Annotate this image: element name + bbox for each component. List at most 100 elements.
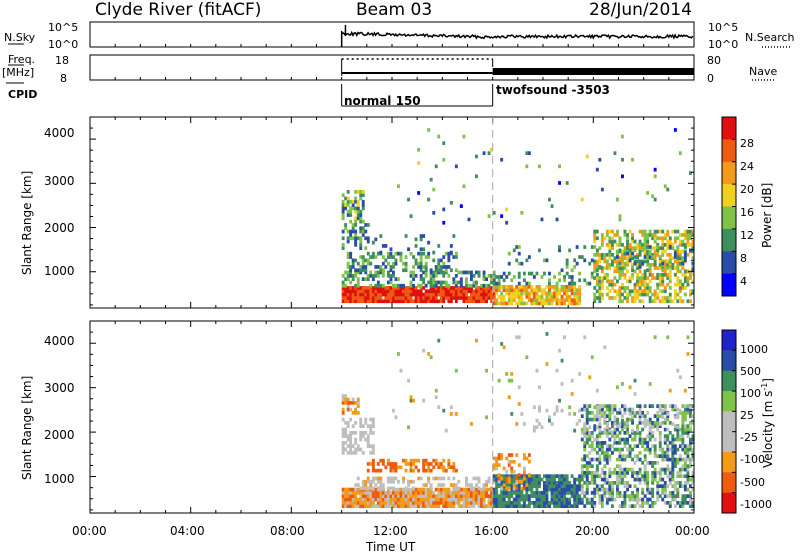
velocity-cell [505, 484, 509, 488]
velocity-cell [349, 401, 353, 405]
velocity-cell [658, 441, 662, 445]
power-cell [434, 289, 438, 294]
velocity-cell [598, 484, 602, 488]
velocity-cell [419, 501, 423, 505]
power-cell [444, 296, 448, 300]
velocity-cell [392, 494, 395, 498]
velocity-cell [598, 447, 602, 452]
velocity-cell [653, 437, 657, 442]
velocity-cell [500, 486, 504, 491]
velocity-cell [671, 437, 675, 442]
velocity-cell [538, 408, 541, 413]
power-cell [389, 286, 393, 290]
power-cell [356, 277, 360, 281]
velocity-cell [407, 479, 410, 484]
power-cell [359, 255, 363, 259]
velocity-cell [598, 454, 602, 458]
velocity-cell [595, 437, 599, 442]
power-cell [525, 291, 529, 296]
velocity-cell [553, 494, 556, 498]
power-cell [402, 299, 405, 304]
velocity-cell [404, 462, 408, 466]
velocity-cell [417, 501, 421, 505]
power-cell [346, 277, 350, 281]
power-cell [361, 292, 365, 297]
power-cell [560, 288, 564, 292]
power-cbar-20: 20 [740, 183, 754, 196]
power-cell [346, 296, 350, 300]
velocity-cell [683, 414, 687, 418]
power-cell [598, 279, 602, 284]
power-cell [485, 283, 488, 288]
velocity-cell [638, 421, 642, 425]
power-cell [641, 243, 645, 247]
velocity-cell [611, 424, 614, 428]
power-cell [351, 199, 355, 204]
power-cell [517, 285, 521, 289]
power-cell [641, 246, 645, 250]
power-cell [371, 251, 375, 256]
velocity-cell [364, 486, 368, 491]
power-cell [487, 296, 491, 300]
power-cell [686, 233, 690, 237]
velocity-cell [658, 424, 662, 428]
velocity-cell [633, 437, 637, 442]
power-cell [354, 239, 358, 244]
power-cell [638, 276, 642, 280]
velocity-cell [364, 494, 368, 498]
velocity-cell [653, 451, 657, 455]
velocity-cell [638, 407, 642, 412]
power-cell [429, 289, 433, 294]
power-cell [638, 279, 642, 284]
power-cell [465, 292, 468, 297]
velocity-cell [621, 421, 624, 425]
velocity-cell [666, 447, 670, 452]
velocity-cell [570, 504, 574, 508]
power-cell [502, 301, 506, 306]
velocity-cell [626, 454, 629, 458]
power-cell [656, 266, 660, 270]
power-cell [444, 265, 448, 269]
power-cell [585, 154, 589, 159]
power-cell [545, 298, 549, 302]
velocity-cell [346, 501, 350, 505]
power-cell [341, 246, 345, 250]
velocity-cell [570, 494, 574, 498]
power-cell [646, 255, 650, 259]
velocity-cell [465, 491, 468, 495]
power-cell [515, 258, 519, 263]
velocity-cell [349, 504, 353, 508]
power-cell [621, 299, 624, 304]
power-cell [417, 265, 421, 269]
power-cell [437, 268, 441, 273]
power-cell [399, 286, 403, 290]
velocity-cell [636, 497, 639, 502]
velocity-cell [439, 465, 443, 470]
power-cell [578, 271, 582, 276]
power-cell [678, 269, 682, 274]
velocity-cell [369, 417, 373, 422]
velocity-cell [621, 494, 624, 498]
power-cell [643, 229, 647, 234]
xtick-1600: 16:00 [474, 524, 509, 538]
power-cell [397, 299, 400, 304]
velocity-cell [452, 476, 456, 481]
power-cell [354, 233, 358, 237]
velocity-cell [502, 477, 506, 482]
velocity-cell [686, 457, 690, 462]
power-cell [490, 274, 493, 278]
velocity-cell [673, 464, 677, 468]
power-cell [676, 292, 680, 297]
velocity-cell [422, 465, 426, 470]
velocity-cell [676, 487, 680, 492]
velocity-cell [643, 447, 647, 452]
power-cell [470, 277, 473, 281]
velocity-cell [673, 457, 677, 462]
power-cell [626, 296, 629, 300]
velocity-cell [344, 501, 348, 505]
velocity-cell [470, 494, 473, 498]
velocity-cell [631, 411, 634, 415]
power-cell [359, 193, 363, 197]
velocity-cell [525, 494, 529, 498]
power-cell [683, 251, 687, 256]
